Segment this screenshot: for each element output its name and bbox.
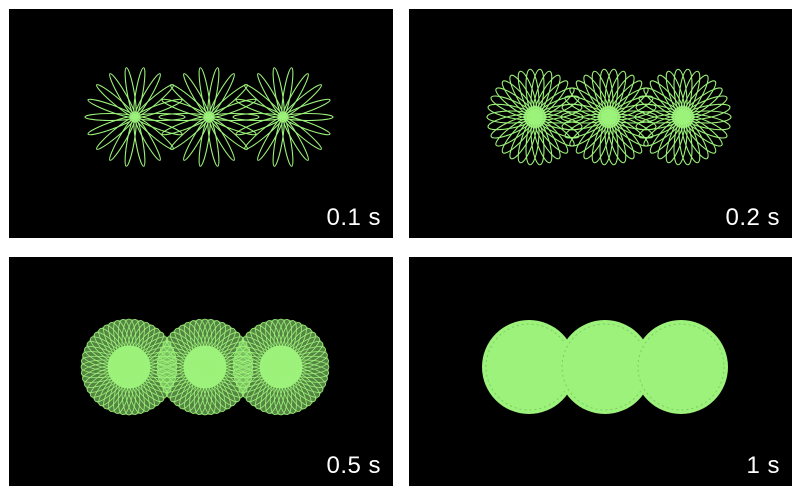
rosette-3 xyxy=(634,320,728,414)
rosette-petal xyxy=(134,98,183,119)
rosette-1 xyxy=(486,68,584,166)
flower-pattern xyxy=(482,320,728,414)
flower-pattern xyxy=(80,318,330,416)
rosette-1 xyxy=(84,67,186,167)
pattern-panel-0-2s: 0.2 s xyxy=(409,9,792,238)
rosette-core xyxy=(524,106,546,128)
rosette-edge-texture xyxy=(637,323,725,411)
time-label: 0.5 s xyxy=(326,452,381,479)
pattern-panel-1s: 1 s xyxy=(409,257,792,486)
rosette-petal xyxy=(208,98,257,119)
rosette-3 xyxy=(634,68,732,166)
rosette-2 xyxy=(156,318,254,416)
rosette-2 xyxy=(158,67,260,167)
rosette-disc xyxy=(558,320,652,414)
time-label: 1 s xyxy=(746,452,780,479)
rosette-disc xyxy=(482,320,576,414)
rosette-petal xyxy=(282,98,331,119)
rosette-petal xyxy=(280,355,330,372)
rosette-1 xyxy=(80,318,178,416)
rosette-3 xyxy=(232,67,334,167)
rosette-disc xyxy=(634,320,728,414)
time-label: 0.1 s xyxy=(326,204,381,231)
flower-pattern xyxy=(486,68,732,166)
rosette-core xyxy=(672,106,694,128)
flower-pattern xyxy=(84,67,334,167)
rosette-2 xyxy=(560,68,658,166)
rosette-3 xyxy=(232,318,330,416)
pattern-panel-0-1s: 0.1 s xyxy=(9,9,393,238)
pattern-panel-0-5s: 0.5 s xyxy=(9,257,393,486)
rosette-core xyxy=(598,106,620,128)
time-label: 0.2 s xyxy=(725,204,780,231)
